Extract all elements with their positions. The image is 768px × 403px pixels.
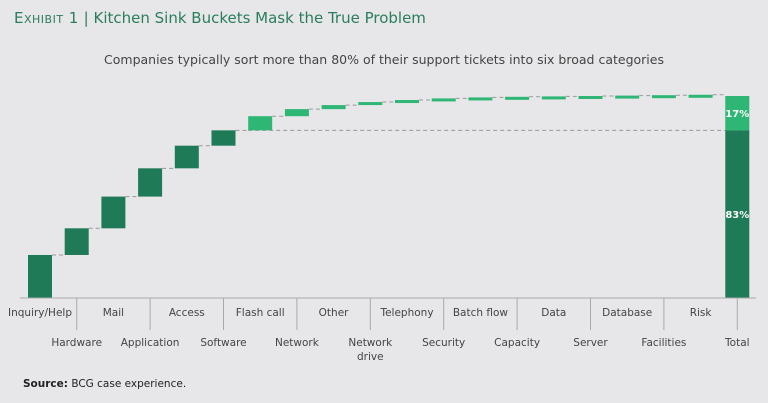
exhibit-title: Exhibit 1 | Kitchen Sink Buckets Mask th… (14, 9, 426, 27)
bar-mail (101, 196, 126, 229)
x-tick-label: Database (602, 307, 652, 319)
chart-subtitle: Companies typically sort more than 80% o… (104, 52, 664, 67)
x-tick-label: Application (121, 337, 180, 349)
bar-network (284, 109, 309, 117)
bar-access (174, 145, 199, 169)
bar-capacity (505, 96, 530, 100)
exhibit-number: Exhibit 1 (14, 9, 79, 27)
x-tick-label: Capacity (494, 337, 540, 349)
x-tick-label: Data (541, 307, 566, 319)
bar-hardware (64, 228, 89, 255)
bar-network-drive (358, 102, 383, 106)
x-tick-label: Network (275, 337, 320, 349)
x-tick-label: Mail (103, 307, 124, 319)
total-bar-segment (725, 96, 750, 131)
x-tick-label: Server (573, 337, 608, 349)
title-text: Kitchen Sink Buckets Mask the True Probl… (93, 9, 426, 27)
bar-application (138, 168, 163, 197)
x-tick-label: Network (348, 337, 393, 349)
source-note: Source: BCG case experience. (23, 378, 186, 390)
x-tick-label: Access (169, 307, 205, 319)
bar-data (541, 96, 566, 100)
x-tick-label: drive (357, 351, 384, 363)
x-tick-label: Total (724, 337, 750, 349)
bar-facilities (651, 95, 676, 99)
source-label: Source: (23, 378, 68, 390)
bar-telephony (395, 100, 419, 104)
bar-batch-flow (468, 97, 493, 101)
bar-database (615, 95, 640, 99)
x-tick-label: Inquiry/Help (8, 307, 72, 319)
total-segment-label: 83% (725, 210, 749, 221)
x-tick-label: Software (200, 337, 246, 349)
x-tick-label: Facilities (641, 337, 686, 349)
x-tick-label: Hardware (51, 337, 102, 349)
bar-other (321, 105, 346, 110)
x-tick-label: Flash call (236, 307, 285, 319)
bar-risk (688, 94, 713, 98)
bar-software (211, 130, 236, 146)
total-segment-label: 17% (725, 109, 749, 120)
source-text: BCG case experience. (71, 378, 187, 390)
total-bar-segment (725, 130, 750, 298)
x-tick-label: Other (319, 307, 349, 319)
title-separator: | (83, 9, 89, 27)
bar-server (578, 96, 603, 99)
x-tick-label: Risk (690, 307, 713, 319)
x-tick-label: Security (422, 337, 465, 349)
bar-security (431, 98, 456, 102)
x-tick-label: Batch flow (453, 307, 509, 319)
bar-flash-call (248, 116, 273, 131)
bar-inquiry-help (28, 254, 52, 298)
x-tick-label: Telephony (379, 307, 433, 319)
